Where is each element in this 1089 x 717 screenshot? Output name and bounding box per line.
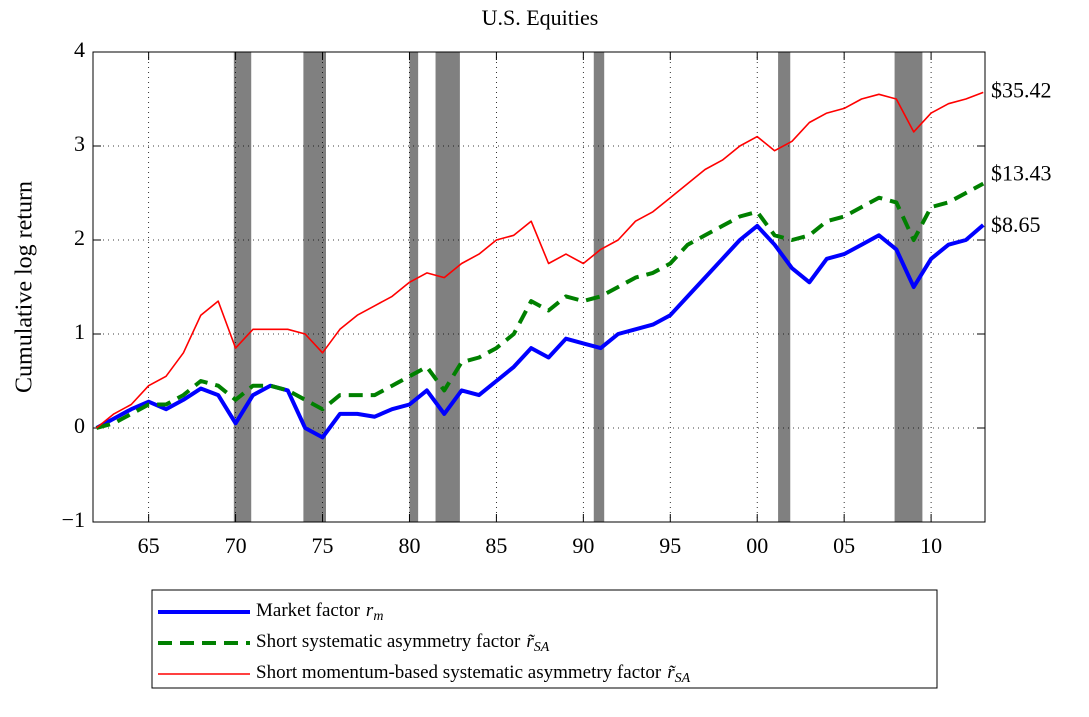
x-tick-label: 65 [138, 533, 160, 558]
recession-band [593, 52, 605, 522]
legend-subscript: SA [675, 671, 691, 686]
legend-entry: Short momentum-based systematic asymmetr… [256, 662, 691, 686]
recession-band [894, 52, 923, 522]
end-label: $8.65 [991, 212, 1041, 237]
x-tick-label: 00 [746, 533, 768, 558]
legend-subscript: SA [534, 640, 550, 655]
recession-band [778, 52, 791, 522]
legend-entry: Short systematic asymmetry factor r̃SA [256, 631, 550, 655]
recession-band [303, 52, 326, 522]
series-line [95, 91, 984, 429]
legend-symbol: r̃ [667, 662, 676, 683]
recession-band [233, 52, 252, 522]
recession-band [435, 52, 460, 522]
y-tick-label: 2 [74, 225, 85, 250]
legend-box [151, 589, 938, 689]
x-tick-label: 70 [225, 533, 247, 558]
y-axis-label: Cumulative log return [12, 181, 38, 393]
plot-frame [92, 51, 986, 523]
legend-name: Short systematic asymmetry factor [256, 631, 521, 652]
y-tick-label: 0 [74, 413, 85, 438]
legend-name: Market factor [256, 600, 361, 621]
y-tick-label: 1 [74, 319, 85, 344]
chart-title: U.S. Equities [482, 5, 599, 30]
legend-symbol: r̃ [526, 631, 535, 652]
x-tick-label: 85 [485, 533, 507, 558]
series-line [95, 181, 985, 430]
x-tick-label: 80 [398, 533, 420, 558]
x-tick-label: 75 [312, 533, 334, 558]
end-label: $13.43 [991, 161, 1052, 186]
legend-subscript: m [373, 609, 383, 624]
x-tick-label: 05 [833, 533, 855, 558]
x-tick-label: 95 [659, 533, 681, 558]
y-tick-label: −1 [62, 507, 85, 532]
legend-entry: Market factor rm [256, 600, 383, 624]
recession-band [409, 52, 419, 522]
y-tick-label: 4 [74, 37, 85, 62]
legend-name: Short momentum-based systematic asymmetr… [256, 662, 662, 683]
plot-background [93, 52, 985, 522]
x-tick-label: 10 [920, 533, 942, 558]
legend-symbol: r [366, 600, 374, 621]
series-line [95, 223, 985, 440]
y-tick-label: 3 [74, 131, 85, 156]
x-tick-label: 90 [572, 533, 594, 558]
end-label: $35.42 [991, 77, 1052, 102]
